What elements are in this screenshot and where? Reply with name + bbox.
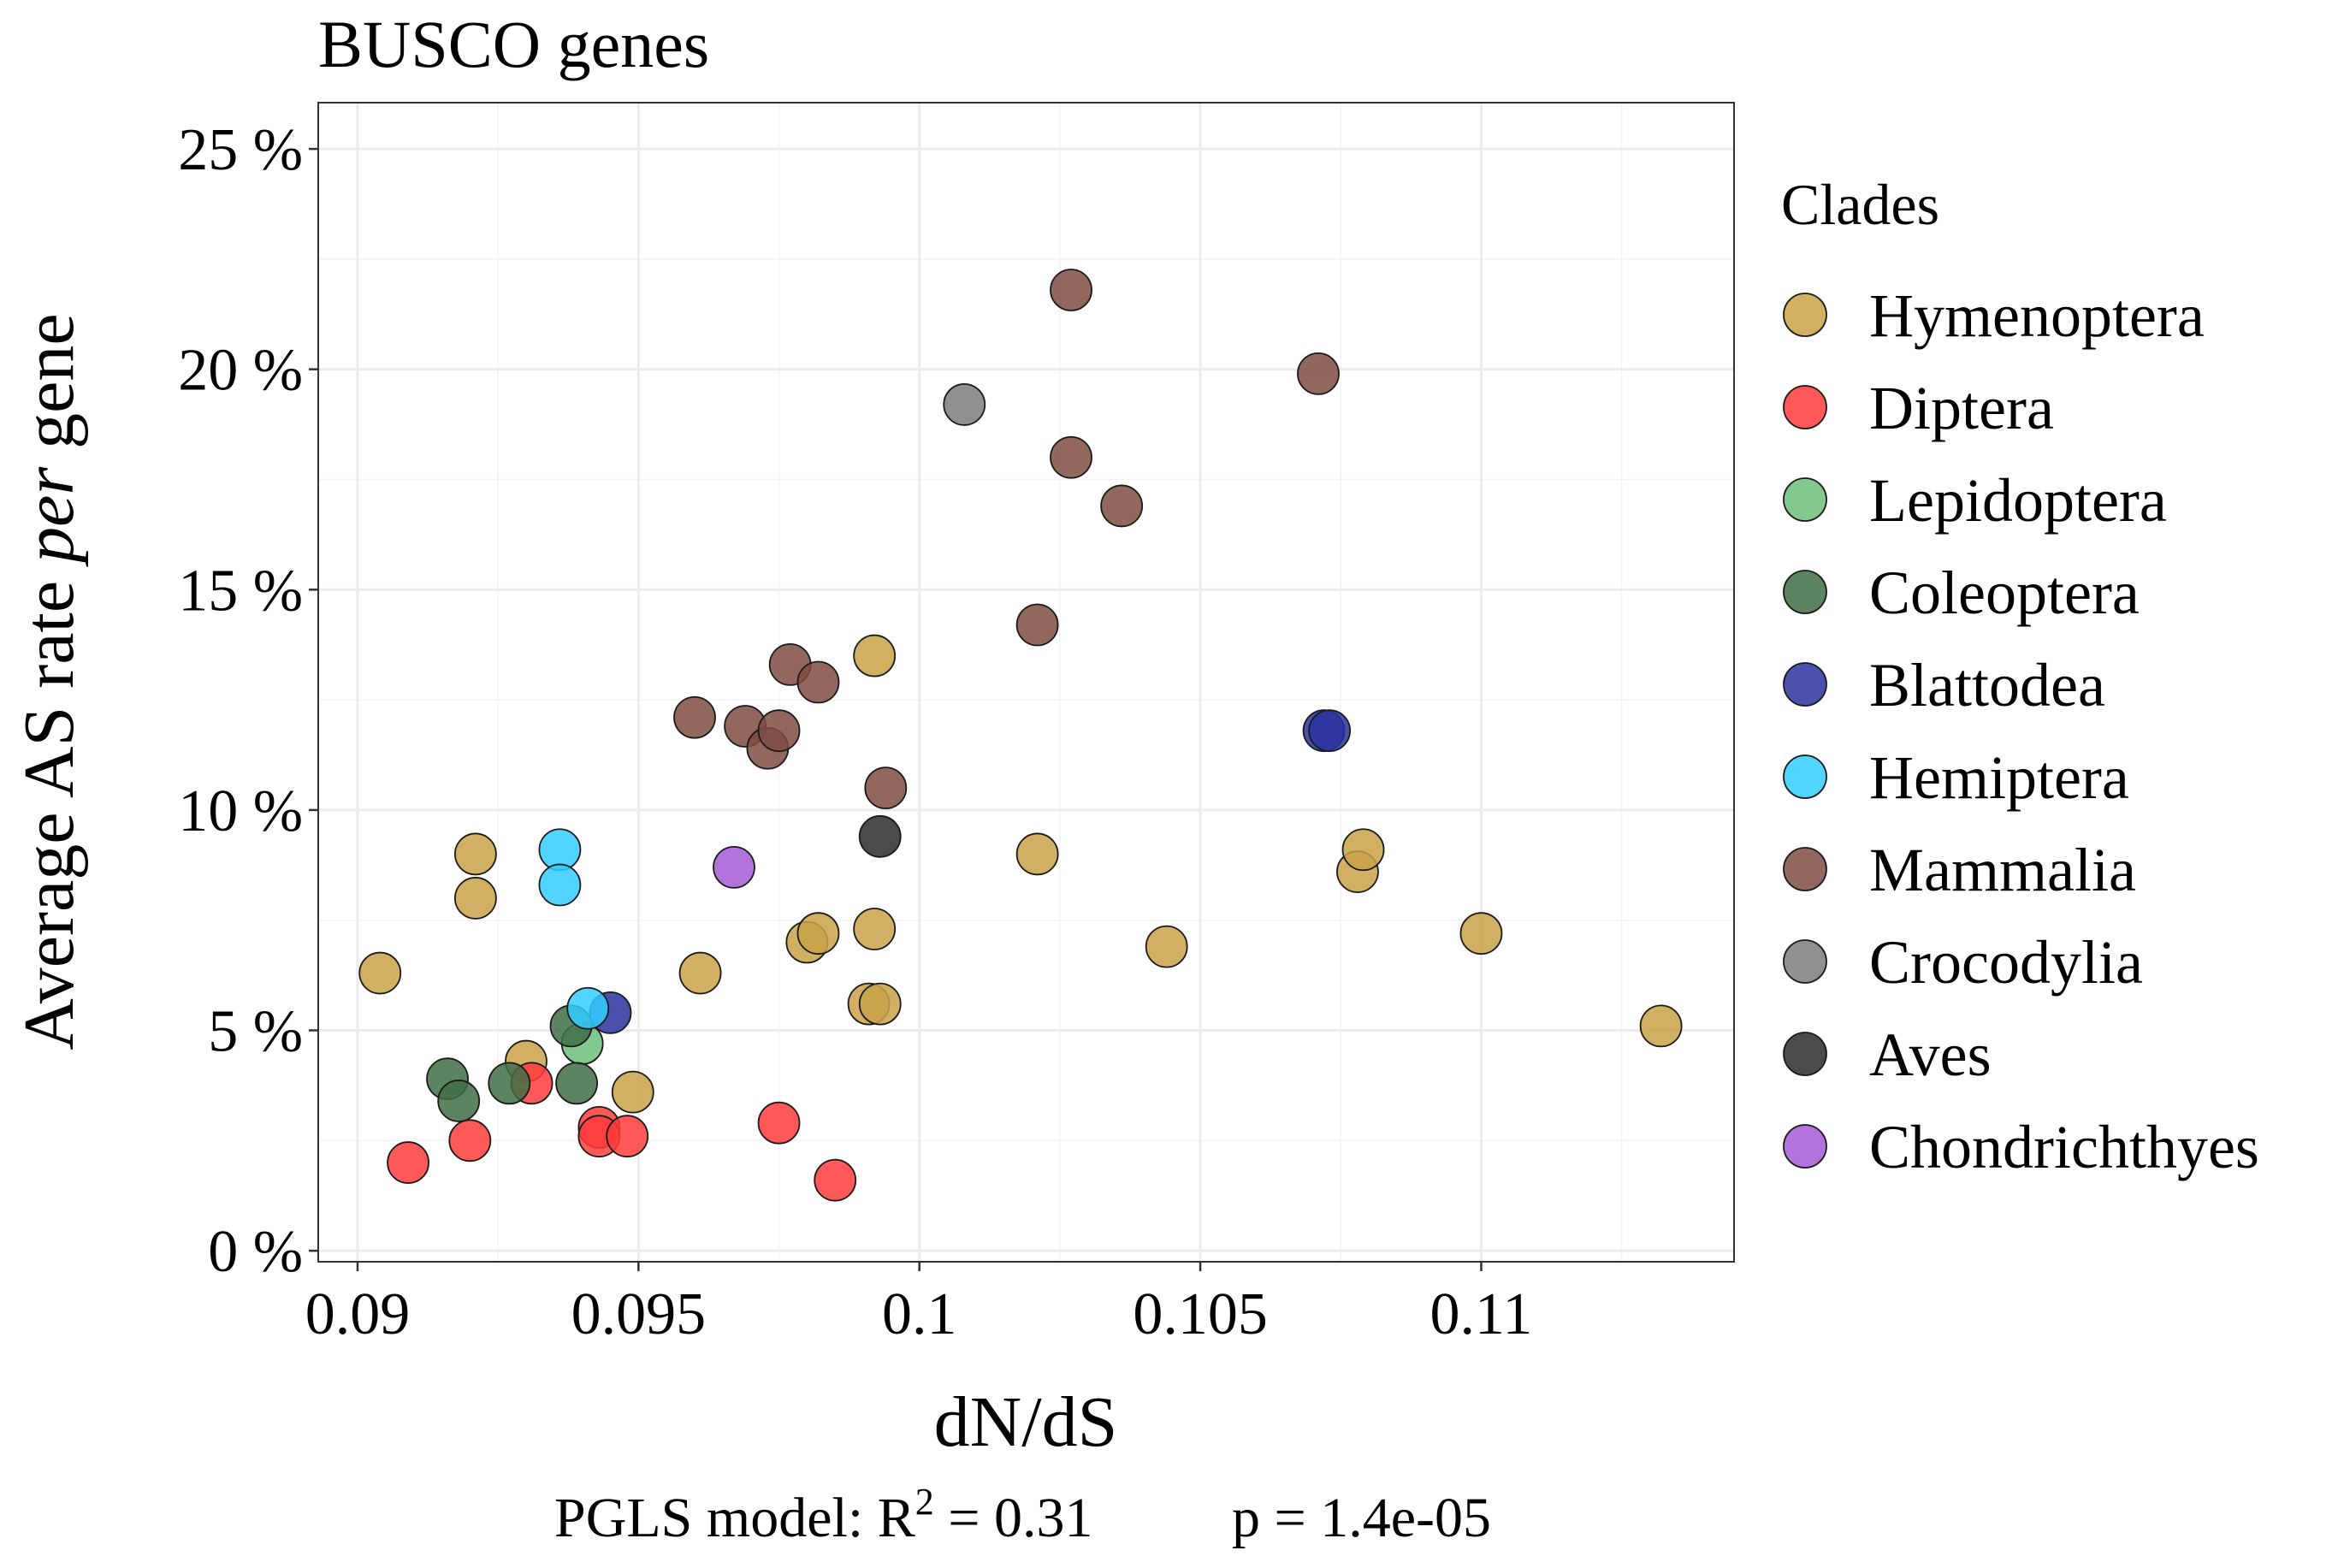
y-tick-label: 15 % <box>178 558 303 624</box>
legend-item-diptera: Diptera <box>1783 374 2054 442</box>
y-tick-label: 25 % <box>178 117 303 183</box>
x-tick-label: 0.105 <box>1133 1281 1268 1347</box>
data-point-mammalia <box>673 695 716 739</box>
caption-p-value: p = 1.4e-05 <box>1232 1487 1491 1549</box>
legend-key-marker <box>1783 754 1827 799</box>
data-point-hymenoptera <box>1639 1004 1683 1048</box>
data-point-mammalia <box>1050 435 1092 479</box>
legend-item-coleoptera: Coleoptera <box>1783 559 2140 627</box>
legend-label: Aves <box>1869 1021 1992 1089</box>
legend-label: Chondrichthyes <box>1869 1113 2259 1181</box>
caption-superscript: 2 <box>915 1481 934 1523</box>
data-point-mammalia <box>1015 603 1059 647</box>
data-point-coleoptera <box>488 1062 531 1105</box>
legend-label: Hemiptera <box>1869 743 2129 812</box>
chart-title: BUSCO genes <box>318 7 709 81</box>
y-axis-label: Average AS rate per gene <box>9 313 89 1050</box>
data-point-hymenoptera <box>853 908 897 950</box>
x-tick-label: 0.1 <box>882 1281 957 1347</box>
data-point-aves <box>858 814 902 858</box>
data-point-hymenoptera <box>453 832 497 876</box>
data-point-mammalia <box>757 709 801 753</box>
data-point-chondrichthyes <box>713 845 755 889</box>
x-tick-label: 0.11 <box>1430 1281 1533 1347</box>
data-point-hymenoptera <box>796 912 840 956</box>
y-tick-label: 10 % <box>178 778 303 844</box>
data-point-hymenoptera <box>858 982 902 1026</box>
data-point-hemiptera <box>566 986 610 1030</box>
legend-key-marker <box>1783 1032 1827 1076</box>
data-point-diptera <box>606 1115 649 1158</box>
data-point-mammalia <box>1100 484 1144 528</box>
legend: Clades Hymenoptera Diptera Lepidoptera Cole… <box>1781 172 2259 1181</box>
y-axis-label-part-1: Average AS rate <box>9 563 89 1050</box>
legend-key-marker <box>1783 662 1827 707</box>
legend-item-mammalia: Mammalia <box>1783 836 2136 904</box>
data-point-coleoptera <box>437 1080 481 1122</box>
data-point-hymenoptera <box>1145 925 1188 968</box>
legend-items: Hymenoptera Diptera Lepidoptera Coleoptera B… <box>1783 281 2259 1181</box>
legend-item-hemiptera: Hemiptera <box>1783 743 2129 812</box>
data-point-hemiptera <box>538 863 582 907</box>
legend-label: Lepidoptera <box>1869 466 2167 535</box>
legend-label: Crocodylia <box>1869 928 2143 997</box>
y-axis-label-part-3: gene <box>9 313 89 467</box>
data-point-crocodylia <box>943 383 986 426</box>
legend-label: Blattodea <box>1869 651 2105 719</box>
plot-border <box>317 102 1735 1263</box>
data-point-mammalia <box>1297 352 1340 395</box>
data-point-diptera <box>814 1158 857 1202</box>
legend-label: Hymenoptera <box>1869 281 2205 350</box>
legend-item-blattodea: Blattodea <box>1783 651 2105 719</box>
legend-key-marker <box>1783 847 1827 891</box>
legend-key-marker <box>1783 385 1827 429</box>
data-point-coleoptera <box>555 1062 599 1105</box>
data-point-hymenoptera <box>611 1070 654 1114</box>
legend-label: Diptera <box>1869 374 2054 442</box>
x-tick-label: 0.095 <box>571 1281 707 1347</box>
legend-item-crocodylia: Crocodylia <box>1783 928 2143 997</box>
legend-item-hymenoptera: Hymenoptera <box>1783 281 2205 350</box>
data-point-hymenoptera <box>1341 828 1385 872</box>
y-tick-label: 20 % <box>178 338 303 404</box>
legend-item-chondrichthyes: Chondrichthyes <box>1783 1113 2259 1181</box>
data-point-diptera <box>448 1119 492 1163</box>
data-point-diptera <box>757 1101 801 1145</box>
data-point-hymenoptera <box>453 877 497 920</box>
legend-label: Mammalia <box>1869 836 2136 904</box>
grid-lines <box>318 103 1734 1262</box>
data-point-hymenoptera <box>678 951 722 995</box>
legend-title: Clades <box>1781 172 1939 237</box>
x-tick-label: 0.09 <box>305 1281 411 1347</box>
data-point-hymenoptera <box>853 634 897 677</box>
legend-key-marker <box>1783 477 1827 522</box>
data-point-diptera <box>387 1141 429 1184</box>
y-axis-label-italic: per <box>9 467 89 567</box>
data-point-hymenoptera <box>1459 912 1503 956</box>
data-point-hymenoptera <box>1015 832 1059 876</box>
data-point-mammalia <box>864 766 908 810</box>
y-tick-label: 5 % <box>208 999 303 1065</box>
legend-key-marker <box>1783 1124 1827 1169</box>
legend-item-lepidoptera: Lepidoptera <box>1783 466 2167 535</box>
caption-r2-value: = 0.31 <box>934 1487 1093 1549</box>
data-point-mammalia <box>796 660 840 704</box>
legend-key-marker <box>1783 293 1827 337</box>
model-caption: PGLS model: R2 = 0.31 <box>554 1481 1092 1549</box>
axes: 0.09 0.095 0.1 0.105 0.11 0 % 5 % 10 % 15 % 20 % 2… <box>178 117 1532 1347</box>
data-point-blattodea <box>1308 709 1352 753</box>
data-points <box>358 269 1683 1202</box>
legend-item-aves: Aves <box>1783 1021 1992 1089</box>
data-point-hymenoptera <box>358 951 402 995</box>
legend-key-marker <box>1783 939 1827 984</box>
legend-key-marker <box>1783 570 1827 614</box>
x-axis-label: dN/dS <box>934 1382 1118 1462</box>
y-tick-label: 0 % <box>208 1219 303 1285</box>
data-point-mammalia <box>1050 269 1092 311</box>
caption-prefix: PGLS model: R <box>554 1487 915 1549</box>
legend-label: Coleoptera <box>1869 559 2140 627</box>
